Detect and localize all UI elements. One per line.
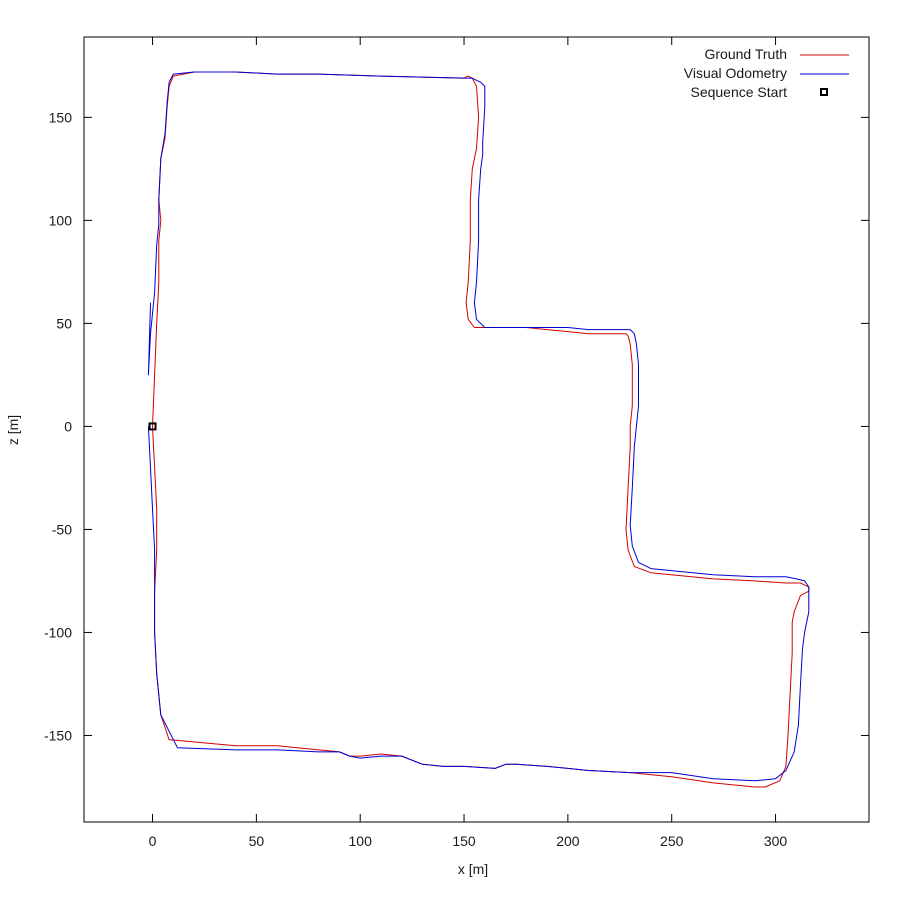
- ticks-layer: 0 50 100 150 200 250 300 -150 -100 -50 0 50 100 150: [44, 37, 869, 849]
- legend-label-ground-truth: Ground Truth: [705, 46, 788, 62]
- legend-label-visual-odometry: Visual Odometry: [684, 65, 787, 81]
- series-line-visual-odometry: [147, 71, 810, 782]
- y-tick-label: 0: [64, 418, 72, 434]
- plot-frame: [83, 36, 870, 823]
- y-axis-label: z [m]: [5, 415, 21, 445]
- x-tick-label: 150: [452, 833, 476, 849]
- x-tick-label: 0: [149, 833, 157, 849]
- x-axis-label: x [m]: [458, 861, 488, 877]
- legend: Ground Truth Visual Odometry Sequence St…: [684, 46, 849, 100]
- legend-swatch-sequence-start: [820, 88, 828, 96]
- x-tick-label: 50: [249, 833, 265, 849]
- x-tick-label: 100: [349, 833, 373, 849]
- y-tick-label: 150: [49, 109, 73, 125]
- y-tick-label: 50: [56, 315, 72, 331]
- y-tick-label: -100: [44, 624, 72, 640]
- y-tick-label: 100: [49, 212, 73, 228]
- y-tick-label: -50: [52, 521, 72, 537]
- sequence-start-marker: [148, 422, 157, 431]
- x-tick-label: 300: [764, 833, 788, 849]
- y-tick-label: -150: [44, 727, 72, 743]
- x-tick-label: 200: [556, 833, 580, 849]
- x-tick-label: 250: [660, 833, 684, 849]
- legend-label-sequence-start: Sequence Start: [690, 84, 787, 100]
- series-layer: [147, 71, 810, 788]
